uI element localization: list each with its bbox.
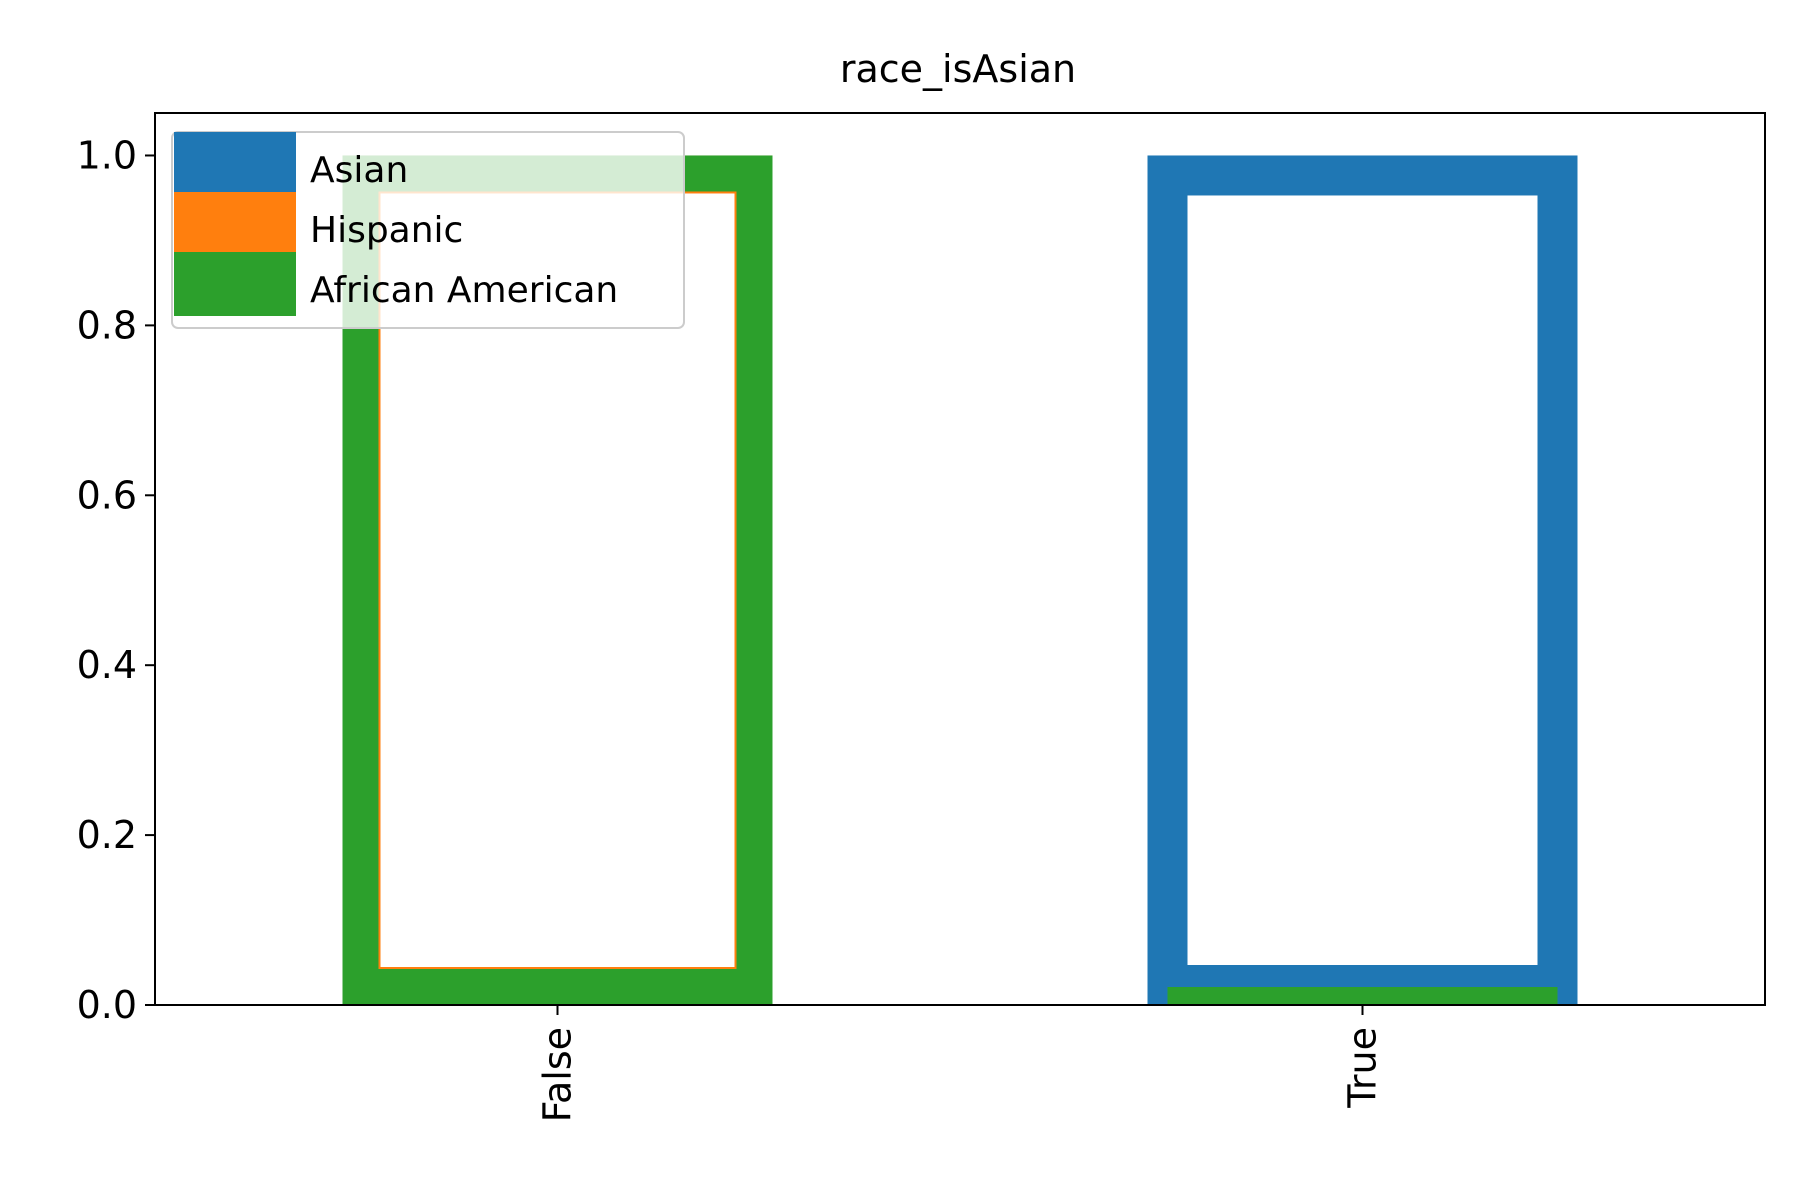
axes-frame (154, 112, 1766, 1006)
x-tick-label: False (536, 1027, 580, 1122)
bar-asian-true (1147, 155, 1578, 1005)
legend-box (171, 131, 685, 329)
bar-african-american-true (1167, 987, 1558, 1005)
legend-swatch-african-american (174, 252, 296, 316)
y-tick-label: 0.2 (77, 813, 137, 857)
chart-title: race_isAsian (840, 47, 1076, 91)
legend: Asian Hispanic African American (171, 131, 685, 329)
y-tick-label: 0.6 (77, 473, 137, 517)
y-tick-label: 0.4 (77, 643, 137, 687)
legend-label-hispanic: Hispanic (310, 210, 463, 251)
y-tick-label: 0.8 (77, 303, 137, 347)
y-tick-label: 0.0 (77, 983, 137, 1027)
y-tick-label: 1.0 (77, 133, 137, 177)
x-tick-label: True (1341, 1027, 1385, 1109)
legend-swatch-asian (174, 132, 296, 196)
legend-swatch-hispanic (174, 192, 296, 256)
legend-label-asian: Asian (310, 150, 408, 191)
axes: 0.0 0.2 0.4 0.6 0.8 1.0 False True (77, 112, 1766, 1122)
legend-label-african-american: African American (310, 270, 618, 311)
